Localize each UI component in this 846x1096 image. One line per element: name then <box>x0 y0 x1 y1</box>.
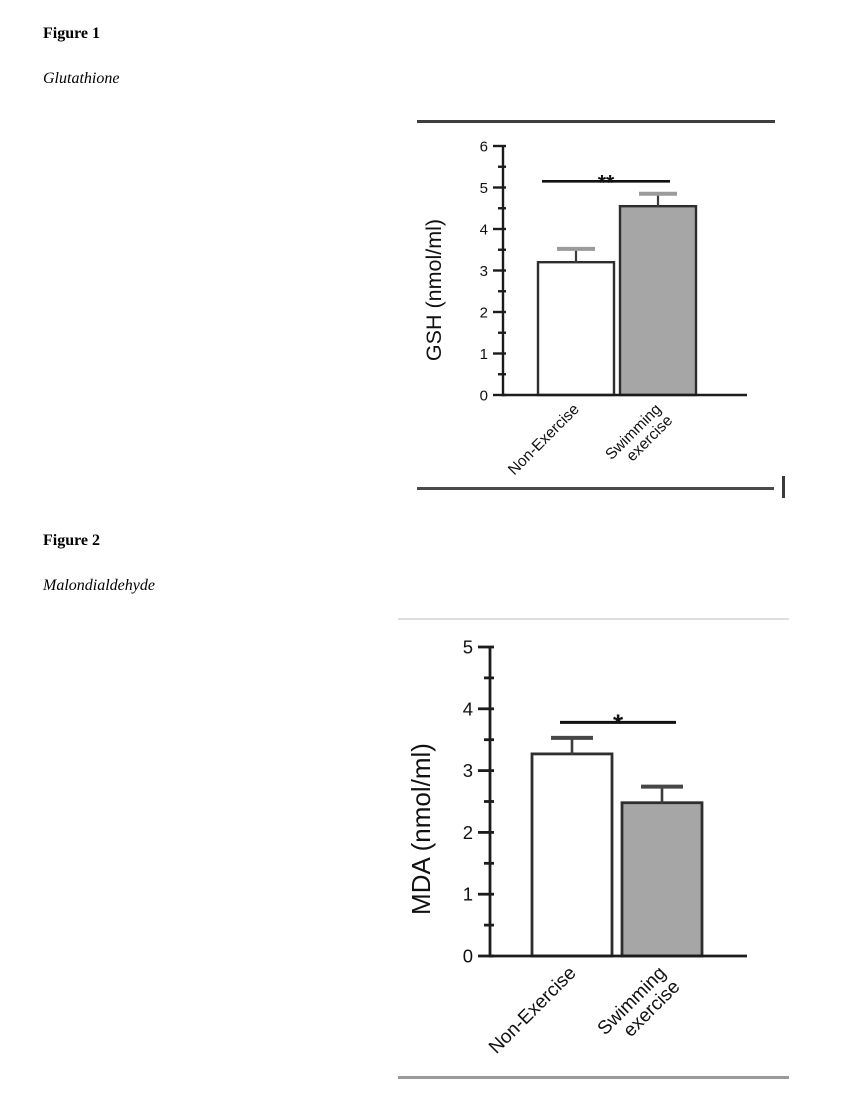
svg-text:3: 3 <box>463 760 473 781</box>
figure-2-heading: Figure 2 <box>43 532 101 549</box>
svg-text:3: 3 <box>480 263 488 280</box>
svg-text:5: 5 <box>463 636 473 657</box>
bar-1 <box>618 204 698 397</box>
svg-text:6: 6 <box>480 138 488 155</box>
gsh-bar-chart: ** GSH (nmol/ml) 0 1 2 3 4 5 6 Non-Exercise Swimmi… <box>422 138 747 479</box>
bars <box>530 752 704 958</box>
error-bars <box>551 735 683 804</box>
mda-bar-chart: * MDA (nmol/ml) 0 1 2 3 4 5 Non-Exercise Swimming… <box>406 636 747 1058</box>
significance-marker: * <box>560 708 676 738</box>
bar-1 <box>620 801 704 958</box>
bars <box>536 204 698 397</box>
svg-text:4: 4 <box>480 221 488 238</box>
error-bars <box>557 191 677 264</box>
significance-stars: * <box>613 708 624 738</box>
y-ticks: 0 1 2 3 4 5 <box>463 636 494 966</box>
figure-2-bottom-rule <box>398 1076 789 1079</box>
figure-1-top-rule <box>417 120 775 123</box>
y-axis-label: MDA (nmol/ml) <box>406 743 436 915</box>
x-category-labels: Non-Exercise Swimmingexercise <box>485 963 684 1058</box>
figure-1-caption: Glutathione <box>43 70 120 87</box>
significance-stars: ** <box>598 172 615 195</box>
bar-0 <box>530 752 614 958</box>
axes: GSH (nmol/ml) <box>422 146 747 397</box>
axes: MDA (nmol/ml) <box>406 647 747 958</box>
figure-2-caption: Malondialdehyde <box>43 577 155 594</box>
x-label-1: Swimmingexercise <box>594 963 685 1054</box>
x-label-0: Non-Exercise <box>505 401 583 479</box>
svg-text:0: 0 <box>463 945 473 966</box>
significance-marker: ** <box>542 172 670 195</box>
svg-text:1: 1 <box>463 884 473 905</box>
svg-text:4: 4 <box>463 698 473 719</box>
y-ticks: 0 1 2 3 4 5 6 <box>480 138 506 404</box>
figure-1-bottom-rule <box>417 487 774 490</box>
figure-2-top-rule <box>398 618 789 620</box>
svg-text:1: 1 <box>480 346 488 363</box>
caret-mark <box>782 476 785 498</box>
figure-1-heading: Figure 1 <box>43 25 101 42</box>
svg-text:2: 2 <box>463 822 473 843</box>
x-label-1: Swimmingexercise <box>602 401 676 475</box>
x-category-labels: Non-Exercise Swimmingexercise <box>505 401 676 479</box>
x-label-0: Non-Exercise <box>485 963 580 1058</box>
bar-0 <box>536 260 616 397</box>
svg-text:5: 5 <box>480 180 488 197</box>
svg-text:0: 0 <box>480 387 488 404</box>
svg-text:2: 2 <box>480 304 488 321</box>
y-axis-label: GSH (nmol/ml) <box>422 219 446 361</box>
